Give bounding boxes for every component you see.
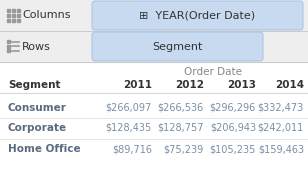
- Text: $75,239: $75,239: [164, 144, 204, 154]
- Text: $128,757: $128,757: [157, 123, 204, 133]
- Text: $128,435: $128,435: [106, 123, 152, 133]
- Bar: [17, 19, 20, 22]
- Text: 2012: 2012: [175, 80, 204, 90]
- Text: $332,473: $332,473: [258, 103, 304, 113]
- Bar: [0, 62, 308, 179]
- Bar: [7, 40, 10, 43]
- Text: ⊞  YEAR(Order Date): ⊞ YEAR(Order Date): [140, 11, 256, 21]
- Text: $206,943: $206,943: [210, 123, 256, 133]
- Text: $105,235: $105,235: [210, 144, 256, 154]
- Text: $266,536: $266,536: [158, 103, 204, 113]
- Bar: [0, 31, 308, 62]
- Bar: [0, 0, 308, 31]
- Text: $89,716: $89,716: [112, 144, 152, 154]
- Text: $242,011: $242,011: [258, 123, 304, 133]
- Text: 2014: 2014: [275, 80, 304, 90]
- Text: Order Date: Order Date: [184, 67, 242, 77]
- Text: Consumer: Consumer: [8, 103, 67, 113]
- Text: Segment: Segment: [8, 80, 60, 90]
- Bar: [17, 9, 20, 12]
- Text: 2013: 2013: [227, 80, 256, 90]
- Bar: [12, 14, 15, 17]
- FancyBboxPatch shape: [92, 32, 263, 61]
- Bar: [7, 19, 10, 22]
- Text: Segment: Segment: [152, 42, 203, 52]
- Bar: [7, 49, 10, 52]
- Text: Corporate: Corporate: [8, 123, 67, 133]
- Bar: [7, 14, 10, 17]
- Text: $159,463: $159,463: [258, 144, 304, 154]
- Bar: [12, 19, 15, 22]
- Text: $296,296: $296,296: [210, 103, 256, 113]
- Text: Columns: Columns: [22, 11, 71, 21]
- Bar: [12, 9, 15, 12]
- Bar: [7, 45, 10, 47]
- Text: 2011: 2011: [123, 80, 152, 90]
- FancyBboxPatch shape: [92, 1, 303, 30]
- Text: $266,097: $266,097: [106, 103, 152, 113]
- Text: Home Office: Home Office: [8, 144, 81, 154]
- Bar: [17, 14, 20, 17]
- Bar: [7, 9, 10, 12]
- Bar: [0, 62, 308, 179]
- Text: Rows: Rows: [22, 42, 51, 52]
